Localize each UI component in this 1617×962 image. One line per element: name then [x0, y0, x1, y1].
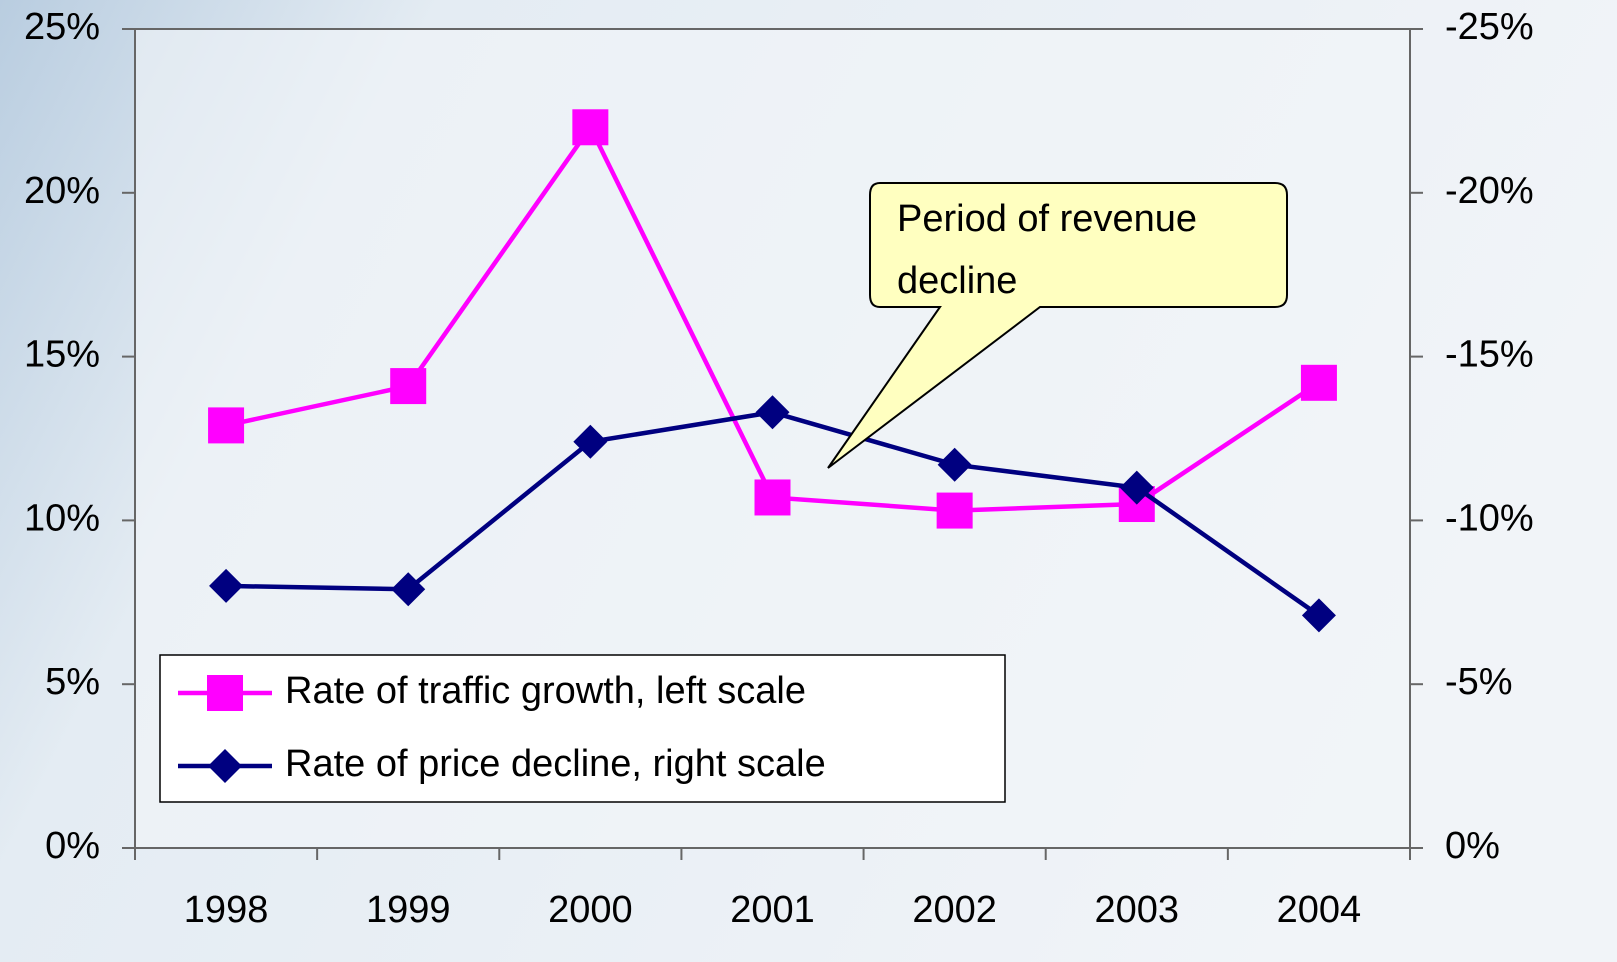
y-tick-label: 15%: [24, 334, 100, 376]
y2-tick-label: -10%: [1445, 497, 1534, 539]
y2-tick-label: -25%: [1445, 6, 1534, 48]
data-point: [572, 109, 609, 146]
data-point: [390, 368, 427, 405]
data-point: [754, 479, 791, 516]
y-tick-label: 5%: [45, 661, 100, 703]
callout-box: Period of revenue decline: [897, 198, 1197, 302]
x-tick-label: 2002: [912, 889, 997, 931]
x-tick-label: 1999: [366, 889, 451, 931]
data-point: [936, 492, 973, 529]
y-tick-label: 0%: [45, 825, 100, 867]
data-point: [209, 568, 244, 603]
y2-tick-label: -5%: [1445, 661, 1513, 703]
data-point: [755, 395, 790, 430]
data-point: [208, 407, 245, 444]
data-point: [573, 424, 608, 459]
y2-tick-label: -20%: [1445, 170, 1534, 212]
x-tick-label: 2000: [548, 889, 633, 931]
y-tick-label: 20%: [24, 170, 100, 212]
y2-tick-label: -15%: [1445, 334, 1534, 376]
data-point: [391, 572, 426, 607]
legend-label: Rate of price decline, right scale: [285, 743, 826, 785]
x-tick-label: 2004: [1277, 889, 1362, 931]
data-point: [1300, 364, 1337, 401]
x-tick-label: 2003: [1095, 889, 1180, 931]
legend-marker: [207, 675, 243, 711]
x-tick-label: 1998: [184, 889, 269, 931]
data-point: [1119, 470, 1154, 505]
legend-marker: [208, 749, 242, 783]
legend-label: Rate of traffic growth, left scale: [285, 670, 806, 712]
x-tick-label: 2001: [730, 889, 815, 931]
callout-balloon: [827, 182, 1288, 469]
y-tick-label: 25%: [24, 6, 100, 48]
annotation: Period of revenue decline: [897, 198, 1197, 302]
data-point: [937, 447, 972, 482]
legend-box: [159, 654, 1006, 803]
data-point: [1301, 598, 1336, 633]
y-tick-label: 10%: [24, 497, 100, 539]
y2-tick-label: 0%: [1445, 825, 1500, 867]
